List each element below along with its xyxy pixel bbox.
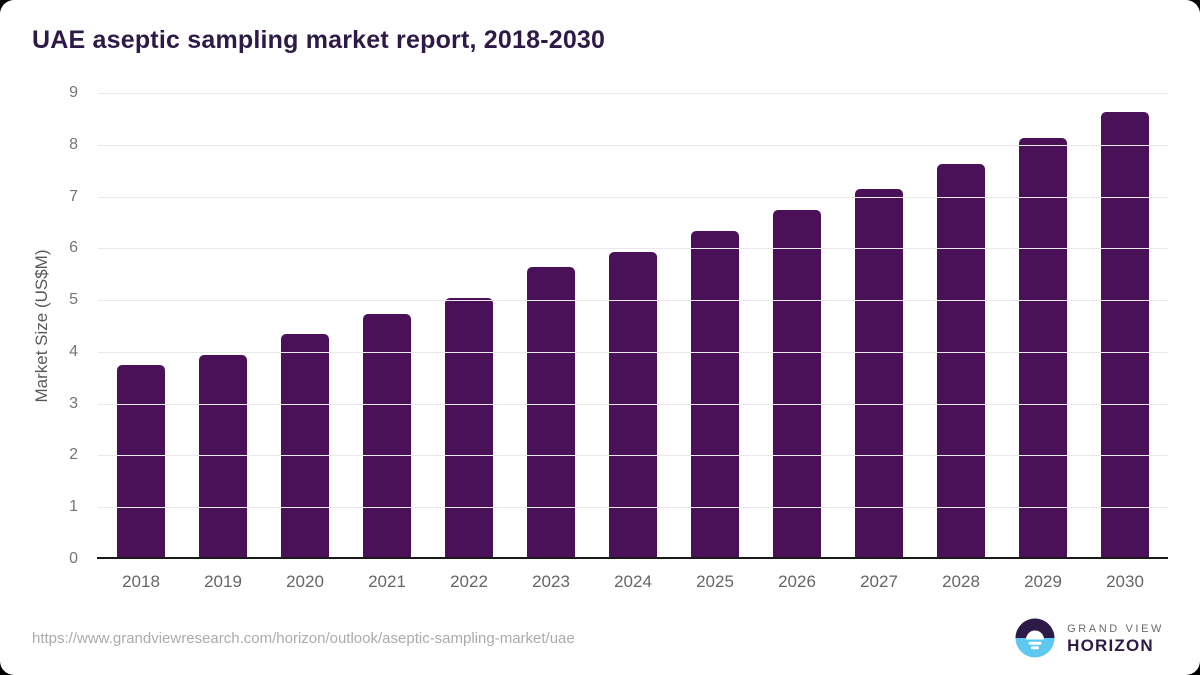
x-axis-line [97, 557, 1168, 559]
gridline-y9 [98, 93, 1168, 94]
gridline-y4 [98, 351, 1168, 353]
gridline-y5 [98, 300, 1168, 302]
ytick-label-2: 2 [69, 446, 78, 464]
ytick-label-3: 3 [69, 394, 78, 412]
ytick-label-8: 8 [69, 135, 78, 153]
bars-container [100, 93, 1166, 557]
bar-slot-2024 [592, 93, 674, 557]
source-url: https://www.grandviewresearch.com/horizo… [32, 630, 575, 647]
ytick-label-6: 6 [69, 239, 78, 257]
bar-2030 [1101, 111, 1149, 557]
page-title: UAE aseptic sampling market report, 2018… [32, 26, 606, 54]
bar-slot-2029 [1002, 93, 1084, 557]
logo-brand-line2: HORIZON [1067, 635, 1154, 655]
bar-slot-2026 [756, 93, 838, 557]
gridline-y6 [98, 248, 1168, 250]
bar-2026 [773, 210, 821, 557]
y-axis-title: Market Size (US$M) [32, 249, 51, 403]
ytick-label-1: 1 [69, 498, 78, 516]
gridline-y7 [98, 196, 1168, 198]
bar-slot-2018 [100, 93, 182, 557]
ytick-label-0: 0 [69, 550, 78, 567]
bar-2029 [1019, 137, 1067, 557]
bar-slot-2020 [264, 93, 346, 557]
xtick-label-2024: 2024 [614, 572, 652, 591]
bar-2022 [445, 298, 493, 557]
bar-slot-2025 [674, 93, 756, 557]
xtick-label-2029: 2029 [1024, 572, 1062, 591]
bar-slot-2022 [428, 93, 510, 557]
xtick-label-2030: 2030 [1106, 572, 1144, 591]
xtick-label-2025: 2025 [696, 572, 734, 591]
xtick-label-2027: 2027 [860, 572, 898, 591]
horizon-logo-icon [1015, 618, 1055, 658]
grandview-horizon-logo: GRAND VIEW HORIZON [1015, 618, 1164, 658]
xtick-label-2021: 2021 [368, 572, 406, 591]
xtick-label-2018: 2018 [122, 572, 160, 591]
bar-slot-2021 [346, 93, 428, 557]
gridline-y2 [98, 455, 1168, 457]
xtick-label-2023: 2023 [532, 572, 570, 591]
bar-2018 [117, 365, 165, 557]
xtick-label-2028: 2028 [942, 572, 980, 591]
bar-slot-2028 [920, 93, 1002, 557]
bar-2021 [363, 313, 411, 557]
ytick-label-7: 7 [69, 187, 78, 205]
bar-2023 [527, 267, 575, 557]
ytick-label-5: 5 [69, 291, 78, 309]
logo-brand-line1: GRAND VIEW [1067, 622, 1164, 635]
xtick-label-2022: 2022 [450, 572, 488, 591]
bar-2027 [855, 189, 903, 557]
gridline-y3 [98, 403, 1168, 405]
bar-2025 [691, 230, 739, 557]
xtick-label-2020: 2020 [286, 572, 324, 591]
ytick-label-4: 4 [69, 342, 78, 360]
gridline-y1 [98, 507, 1168, 509]
bar-slot-2019 [182, 93, 264, 557]
gridline-y8 [98, 144, 1168, 146]
bar-slot-2023 [510, 93, 592, 557]
plot-area: 0 1 2 3 4 5 6 7 8 9 [69, 85, 1168, 567]
logo-text: GRAND VIEW HORIZON [1067, 622, 1164, 655]
bar-slot-2027 [838, 93, 920, 557]
bar-2028 [937, 163, 985, 557]
bar-slot-2030 [1084, 93, 1166, 557]
x-axis-labels: 2018 2019 2020 2021 2022 2023 2024 2025 2026 2027… [100, 572, 1166, 592]
xtick-label-2019: 2019 [204, 572, 242, 591]
xtick-label-2026: 2026 [778, 572, 816, 591]
ytick-label-9: 9 [69, 84, 78, 101]
bar-2020 [281, 334, 329, 557]
